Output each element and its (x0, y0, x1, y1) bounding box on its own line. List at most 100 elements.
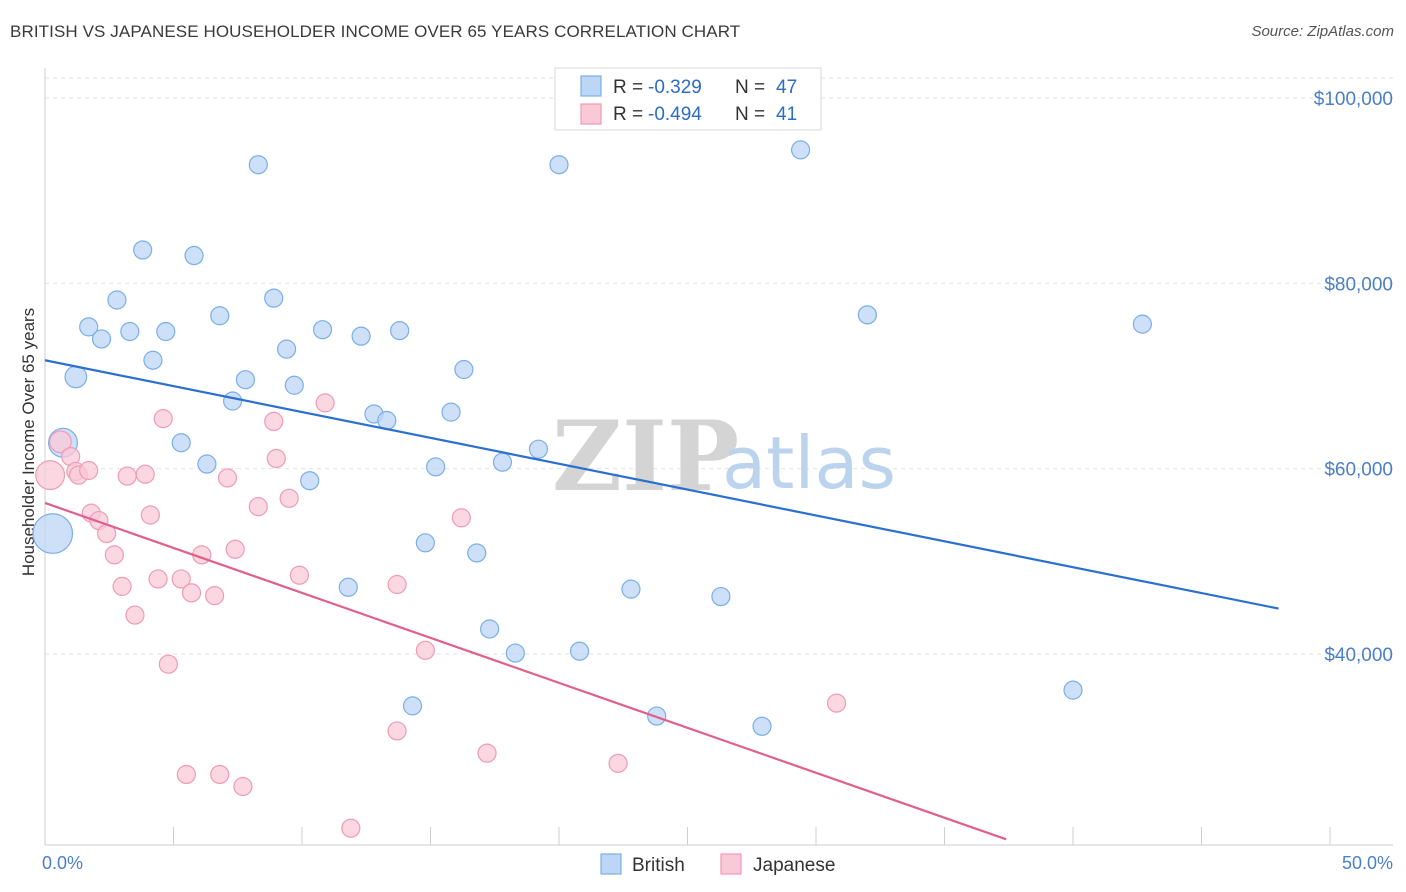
point-british (402, 696, 423, 716)
axes (44, 68, 1393, 846)
point-japanese (181, 583, 202, 603)
source-label: Source: ZipAtlas.com (1251, 23, 1394, 40)
point-japanese (248, 497, 268, 517)
point-british (711, 586, 731, 607)
point-british (133, 240, 153, 260)
point-japanese (135, 464, 155, 484)
legend-japanese-n-value: 41 (776, 104, 797, 125)
point-british (338, 577, 358, 597)
legend-swatch-british (580, 75, 602, 97)
tick-labels: $40,000 $60,000 $80,000 $100,000 0.0% 50.0% (42, 89, 1393, 873)
watermark-zip: ZIP (552, 400, 739, 513)
y-tick-label: $60,000 (1324, 460, 1393, 481)
point-british (284, 375, 304, 395)
point-british (171, 433, 191, 453)
point-japanese (217, 468, 238, 488)
point-japanese (49, 430, 72, 454)
point-japanese (415, 640, 435, 660)
legend-british-n-label: N = (735, 77, 765, 98)
point-british (120, 321, 140, 342)
x-tick-label: 0.0% (42, 853, 83, 873)
point-japanese (112, 576, 132, 596)
chart-title: BRITISH VS JAPANESE HOUSEHOLDER INCOME O… (10, 22, 741, 41)
point-british (467, 543, 487, 563)
point-japanese (387, 721, 407, 741)
point-british (857, 305, 878, 325)
point-british (276, 339, 297, 359)
data-points (32, 140, 1152, 838)
point-british (32, 513, 74, 554)
point-british (1132, 314, 1152, 334)
point-british (351, 326, 371, 346)
point-japanese (158, 654, 178, 674)
point-british (505, 643, 525, 663)
point-british (248, 155, 268, 175)
point-british (1063, 680, 1083, 700)
point-japanese (387, 574, 407, 595)
point-japanese (477, 743, 497, 763)
point-japanese (117, 466, 137, 486)
point-japanese (315, 393, 335, 413)
point-british (752, 716, 772, 736)
watermark-atlas: atlas (722, 421, 896, 505)
point-british (143, 350, 163, 370)
legend-japanese-r-value: -0.494 (648, 104, 702, 125)
point-british (223, 391, 243, 411)
point-british (79, 317, 99, 337)
point-japanese (140, 505, 160, 525)
point-british (210, 306, 230, 326)
legend-british-r-label: R = (613, 77, 643, 98)
point-british (64, 365, 88, 389)
point-british (426, 457, 446, 477)
point-british (312, 320, 333, 340)
point-british (107, 290, 127, 310)
point-british (91, 329, 112, 349)
point-british (549, 155, 569, 175)
bottom-legend-swatch-japanese (720, 853, 742, 875)
legend-japanese-r-label: R = (613, 104, 643, 125)
point-british (441, 402, 461, 422)
x-tick-label: 50.0% (1342, 853, 1393, 873)
point-british (790, 140, 811, 160)
point-japanese (104, 545, 124, 565)
point-british (390, 320, 410, 341)
point-british (454, 359, 474, 380)
point-british (197, 454, 217, 474)
trend-line-british (44, 359, 1279, 610)
point-japanese (176, 764, 196, 785)
point-japanese (171, 569, 191, 589)
point-japanese (264, 411, 284, 432)
legend-british-r-value: -0.329 (648, 77, 702, 98)
point-japanese (153, 409, 173, 429)
point-british (528, 439, 549, 459)
point-japanese (35, 460, 66, 491)
point-british (621, 579, 641, 599)
y-tick-label: $40,000 (1324, 645, 1393, 666)
point-japanese (225, 539, 245, 559)
point-japanese (210, 764, 230, 785)
point-british (235, 370, 256, 390)
point-british (569, 641, 590, 661)
bottom-legend-swatch-british (600, 853, 622, 875)
series-british (32, 140, 1152, 736)
point-japanese (148, 569, 168, 589)
stats-legend: R = -0.329 N = 47 R = -0.494 N = 41 (554, 67, 822, 131)
point-japanese (233, 776, 253, 797)
legend-japanese-n-label: N = (735, 104, 765, 125)
point-british (264, 288, 284, 308)
point-japanese (205, 586, 225, 606)
point-british (184, 245, 204, 266)
point-british (480, 619, 500, 639)
point-japanese (266, 448, 286, 469)
point-japanese (279, 488, 299, 508)
point-japanese (608, 753, 628, 773)
point-british (156, 321, 176, 342)
bottom-legend-japanese: Japanese (753, 855, 835, 876)
point-japanese (341, 818, 361, 838)
point-british (415, 533, 435, 553)
point-japanese (79, 460, 99, 481)
bottom-legend-british: British (632, 855, 685, 876)
y-tick-label: $80,000 (1324, 274, 1393, 295)
bottom-legend: British Japanese (600, 853, 835, 876)
